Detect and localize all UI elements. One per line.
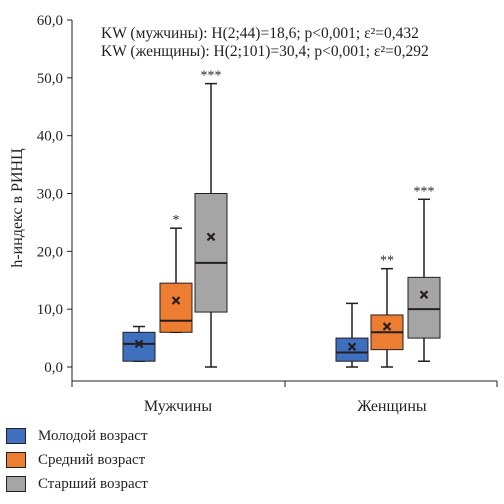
box-iqr — [407, 276, 441, 339]
legend: Молодой возраст Средний возраст Старший … — [6, 424, 148, 496]
mean-marker — [382, 322, 392, 331]
mean-marker — [419, 290, 429, 299]
box-iqr — [122, 331, 156, 362]
legend-swatch-old — [6, 476, 26, 492]
box-iqr — [159, 282, 193, 333]
box-1-0: * — [159, 213, 193, 334]
legend-item-middle: Средний возраст — [6, 448, 148, 472]
mean-marker-stroke — [382, 322, 392, 331]
mean-marker-stroke — [206, 232, 216, 242]
legend-item-old: Старший возраст — [6, 472, 148, 496]
mean-marker — [171, 296, 181, 305]
y-tick-label: 40,0 — [37, 129, 63, 145]
box-0-0 — [122, 325, 156, 362]
annotation-women: KW (женщины): H(2;101)=30,4; p<0,001; ε²… — [101, 43, 429, 60]
y-tick-label: 50,0 — [37, 71, 63, 87]
box-iqr — [194, 193, 228, 313]
significance-label: *** — [414, 184, 435, 199]
legend-item-young: Молодой возраст — [6, 424, 148, 448]
y-tick-label: 30,0 — [37, 187, 63, 203]
mean-marker-stroke — [171, 296, 181, 305]
mean-marker-stroke — [347, 342, 357, 352]
legend-swatch-young — [6, 428, 26, 444]
y-tick-label: 0,0 — [44, 360, 63, 376]
mean-marker — [134, 339, 144, 349]
box-1-1: ** — [370, 254, 404, 368]
annotation-men: KW (мужчины): H(2;44)=18,6; p<0,001; ε²=… — [101, 25, 419, 42]
boxes: ********* — [122, 69, 441, 368]
category-label-women: Женщины — [357, 398, 427, 415]
significance-label: *** — [201, 69, 222, 84]
mean-marker — [347, 342, 357, 352]
legend-label-old: Старший возраст — [38, 475, 148, 492]
y-axis-label: h-индекс в РИНЦ — [9, 148, 26, 268]
category-label-men: Мужчины — [144, 398, 212, 415]
legend-swatch-middle — [6, 452, 26, 468]
box-0-1 — [335, 302, 369, 368]
box-2-1: *** — [407, 184, 441, 362]
legend-label-middle: Средний возраст — [38, 451, 146, 468]
significance-label: ** — [380, 254, 394, 269]
y-tick-label: 10,0 — [37, 302, 63, 318]
axes — [71, 20, 498, 387]
y-tick-label: 60,0 — [37, 13, 63, 29]
legend-label-young: Молодой возраст — [38, 427, 148, 444]
box-2-0: *** — [194, 69, 228, 368]
y-tick-label: 20,0 — [37, 244, 63, 260]
y-ticks: 0,0 10,0 20,0 30,0 40,0 50,0 60,0 — [37, 13, 72, 376]
box-iqr — [335, 337, 369, 362]
mean-marker-stroke — [134, 339, 144, 349]
mean-marker — [206, 232, 216, 242]
significance-label: * — [173, 213, 180, 228]
mean-marker-stroke — [419, 290, 429, 299]
